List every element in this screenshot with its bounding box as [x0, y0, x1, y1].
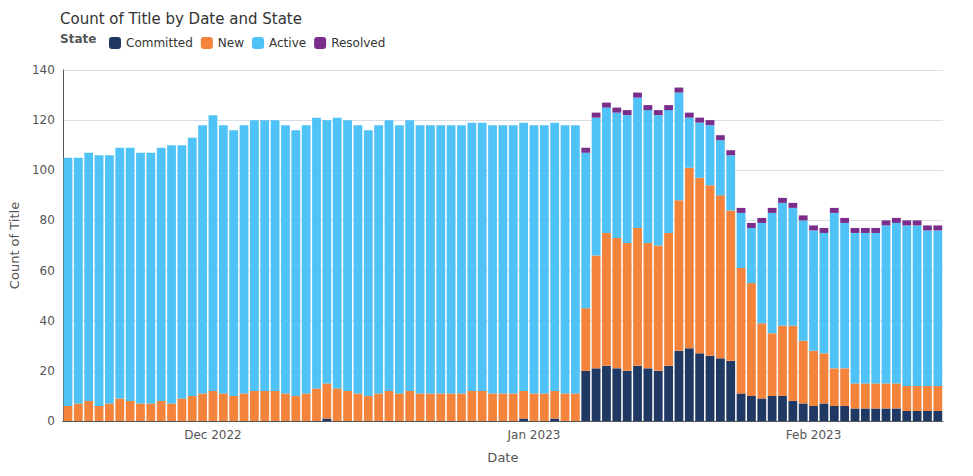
- svg-text:State: State: [60, 32, 96, 46]
- svg-text:40: 40: [40, 314, 55, 328]
- svg-text:100: 100: [32, 163, 55, 177]
- svg-text:Feb 2023: Feb 2023: [786, 428, 842, 442]
- svg-text:120: 120: [32, 113, 55, 127]
- svg-text:140: 140: [32, 63, 55, 77]
- svg-text:80: 80: [40, 213, 55, 227]
- svg-text:New: New: [218, 36, 244, 50]
- svg-text:Resolved: Resolved: [331, 36, 385, 50]
- svg-text:Count of Title by Date and Sta: Count of Title by Date and State: [60, 10, 302, 28]
- svg-text:Count of Title: Count of Title: [7, 202, 22, 289]
- svg-text:Jan 2023: Jan 2023: [507, 428, 561, 442]
- svg-text:Active: Active: [269, 36, 306, 50]
- svg-text:Dec 2022: Dec 2022: [184, 428, 242, 442]
- svg-text:20: 20: [40, 364, 55, 378]
- svg-text:60: 60: [40, 264, 55, 278]
- svg-text:Committed: Committed: [126, 36, 193, 50]
- svg-text:Date: Date: [487, 450, 518, 465]
- svg-text:0: 0: [47, 414, 55, 428]
